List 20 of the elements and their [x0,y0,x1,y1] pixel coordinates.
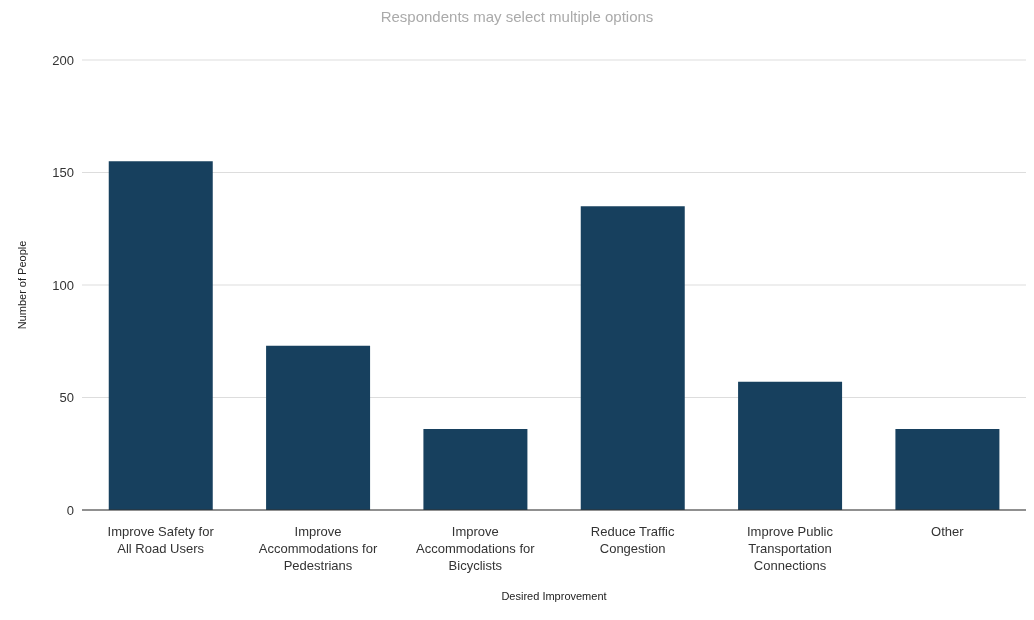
y-axis-title: Number of People [15,240,28,330]
bar [580,206,685,510]
y-tick-label: 150 [52,165,74,181]
bar [423,429,528,510]
bar [266,345,371,510]
bar [738,381,843,510]
x-tick-label: Reduce Traffic Congestion [590,524,675,556]
y-tick-label: 0 [66,502,74,518]
y-tick-label: 100 [52,277,74,293]
bar [108,161,213,510]
chart-title: Respondents may select multiple options [379,8,655,27]
x-tick-label: Improve Safety for All Road Users [107,524,215,556]
x-tick-label: Improve Public Transportation Connections [747,524,834,573]
y-tick-label: 200 [52,52,74,68]
x-tick-label: Improve Accommodations for Pedestrians [258,524,378,573]
x-axis-title: Desired Improvement [501,590,607,602]
x-tick-label: Improve Accommodations for Bicyclists [416,524,536,573]
bar [895,429,1000,510]
x-tick-label: Other [931,524,965,539]
y-tick-label: 50 [59,390,74,406]
